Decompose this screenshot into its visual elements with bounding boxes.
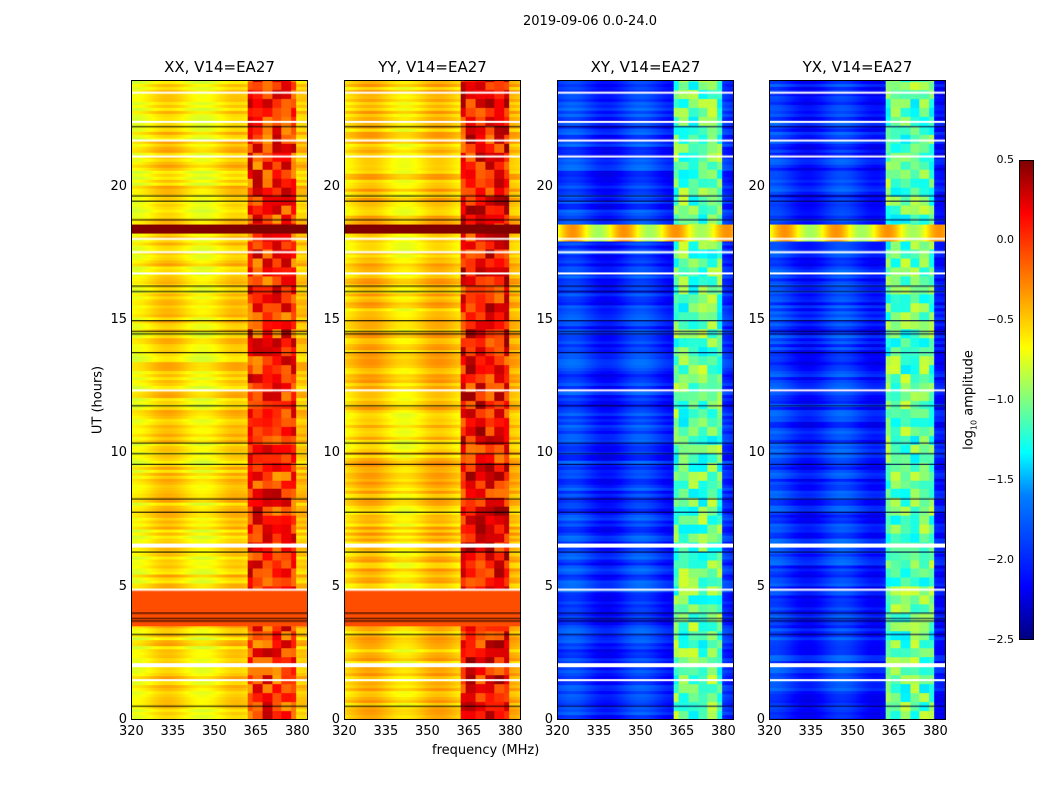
panel-title: XX, V14=EA27 <box>164 58 275 76</box>
y-tick-label: 15 <box>323 312 340 327</box>
y-tick-label: 20 <box>323 178 340 194</box>
panel-title: YX, V14=EA27 <box>802 58 913 76</box>
colorbar-tick-label: −0.5 <box>987 313 1014 326</box>
x-tick-label: 350 <box>627 724 653 739</box>
y-tick-label: 15 <box>110 312 127 327</box>
x-tick-label: 350 <box>414 724 440 739</box>
x-tick-label: 320 <box>757 724 782 739</box>
y-tick-label: 0 <box>756 712 765 727</box>
x-tick-label: 320 <box>332 724 357 739</box>
y-tick-label: 10 <box>110 445 127 461</box>
colorbar-tick-label: −2.0 <box>987 553 1014 566</box>
x-tick-label: 335 <box>160 724 186 739</box>
heatmap-cells <box>132 81 307 719</box>
colorbar-tick-label: 0.0 <box>996 233 1015 246</box>
x-tick-label: 365 <box>456 724 482 739</box>
heatmap-panel-3 <box>769 80 946 720</box>
x-tick-label: 365 <box>243 724 269 739</box>
x-tick-label: 380 <box>922 724 948 739</box>
colorbar-label-sub: 10 <box>969 419 979 431</box>
x-tick-label: 350 <box>839 724 865 739</box>
colorbar-label-rest: amplitude <box>961 350 977 420</box>
colorbar-tick-label: −1.0 <box>987 393 1014 406</box>
colorbar-tick-label: −1.5 <box>987 473 1014 486</box>
heatmap-panel-1 <box>344 80 521 720</box>
heatmap-cells <box>770 81 945 719</box>
y-tick-label: 20 <box>536 178 553 194</box>
heatmap-panel-0 <box>131 80 308 720</box>
colorbar-label-log: log <box>961 430 977 450</box>
y-tick-label: 5 <box>118 578 127 594</box>
x-tick-label: 350 <box>201 724 227 739</box>
y-tick-label: 10 <box>748 445 765 461</box>
y-tick-label: 20 <box>748 178 765 194</box>
panel-title: XY, V14=EA27 <box>590 58 701 76</box>
y-tick-label: 10 <box>323 445 340 461</box>
colorbar-label: log10 amplitude <box>962 350 979 450</box>
x-tick-label: 320 <box>119 724 144 739</box>
y-tick-label: 10 <box>536 445 553 461</box>
colorbar-tick-label: 0.5 <box>996 153 1015 166</box>
x-tick-label: 335 <box>586 724 612 739</box>
heatmap-panel-2 <box>557 80 734 720</box>
figure-title: 2019-09-06 0.0-24.0 <box>523 14 657 29</box>
x-tick-label: 335 <box>373 724 399 739</box>
x-tick-label: 380 <box>710 724 736 739</box>
x-tick-label: 320 <box>545 724 570 739</box>
y-axis-label: UT (hours) <box>90 365 106 435</box>
x-tick-label: 365 <box>669 724 695 739</box>
x-tick-label: 380 <box>284 724 310 739</box>
y-tick-label: 5 <box>544 578 553 594</box>
x-tick-label: 335 <box>798 724 824 739</box>
y-tick-label: 20 <box>110 178 127 194</box>
heatmap-cells <box>345 81 520 719</box>
colorbar-tick-label: −2.5 <box>987 633 1014 646</box>
y-tick-label: 5 <box>331 578 340 594</box>
y-tick-label: 5 <box>756 578 765 594</box>
y-tick-label: 0 <box>331 712 340 727</box>
y-tick-label: 0 <box>544 712 553 727</box>
y-tick-label: 15 <box>536 312 553 327</box>
heatmap-cells <box>558 81 733 719</box>
x-axis-label: frequency (MHz) <box>432 743 540 758</box>
y-tick-label: 0 <box>118 712 127 727</box>
panel-title: YY, V14=EA27 <box>378 58 487 76</box>
x-tick-label: 380 <box>497 724 523 739</box>
x-tick-label: 365 <box>881 724 907 739</box>
colorbar <box>1019 160 1034 640</box>
y-tick-label: 15 <box>748 312 765 327</box>
